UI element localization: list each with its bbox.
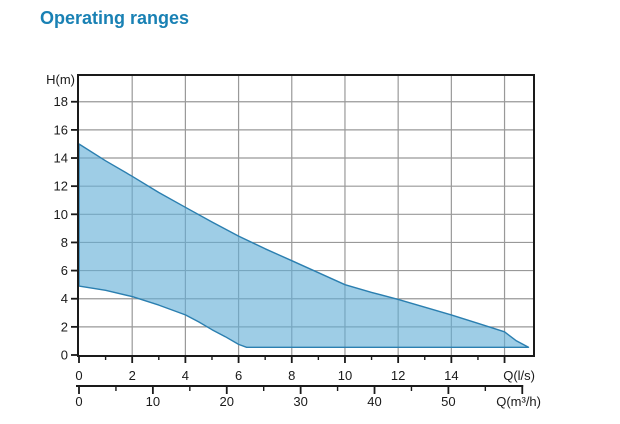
y-tick-label: 8 (61, 235, 68, 250)
y-tick-label: 6 (61, 263, 68, 278)
y-axis-unit-label: H(m) (46, 72, 75, 87)
x1-tick-label: 2 (129, 368, 136, 383)
page-title: Operating ranges (40, 8, 190, 28)
x1-tick-label: 8 (288, 368, 295, 383)
y-tick-label: 10 (54, 207, 68, 222)
x1-tick-label: 4 (182, 368, 189, 383)
y-tick-label: 14 (54, 151, 68, 166)
y-tick-label: 12 (54, 179, 68, 194)
y-tick-label: 0 (61, 348, 68, 363)
x1-tick-label: 10 (338, 368, 352, 383)
x2-tick-label: 50 (441, 394, 455, 409)
plot-frame (77, 74, 535, 357)
x1-tick-label: 14 (444, 368, 458, 383)
y-tick-label: 4 (61, 291, 68, 306)
y-tick-label: 16 (54, 122, 68, 137)
x1-axis-unit-label: Q(l/s) (503, 368, 535, 383)
x1-tick-label: 0 (75, 368, 82, 383)
x2-tick-label: 0 (75, 394, 82, 409)
x2-tick-label: 10 (146, 394, 160, 409)
x2-axis-unit-label: Q(m³/h) (496, 394, 541, 409)
operating-region (78, 143, 530, 348)
y-tick-label: 18 (54, 94, 68, 109)
x2-tick-label: 20 (220, 394, 234, 409)
x2-tick-label: 30 (293, 394, 307, 409)
y-tick-label: 2 (61, 319, 68, 334)
x2-tick-label: 40 (367, 394, 381, 409)
x1-tick-label: 12 (391, 368, 405, 383)
x1-tick-label: 6 (235, 368, 242, 383)
